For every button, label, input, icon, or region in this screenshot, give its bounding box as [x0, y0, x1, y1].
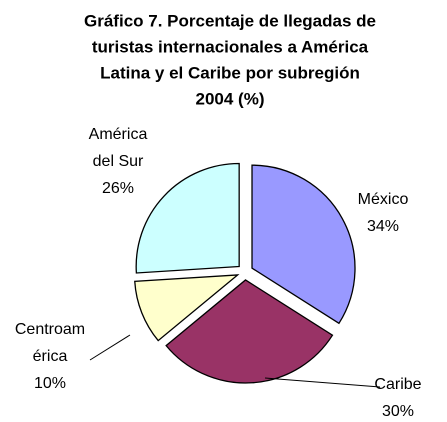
slice-label: Caribe [374, 376, 421, 393]
pie-slice [135, 162, 240, 274]
slice-label: Centroam érica [15, 321, 85, 365]
slice-value-label: 34% [367, 218, 399, 235]
pie-slice [165, 279, 334, 384]
chart-title: Gráfico 7. Porcentaje de llegadas de [84, 11, 376, 30]
slice-label: México [358, 191, 409, 208]
chart-title: turistas internacionales a América [92, 37, 369, 56]
pie-slice [251, 164, 356, 325]
slice-label: América del Sur [89, 126, 148, 170]
slice-value-label: 30% [382, 403, 414, 420]
leader-line [89, 334, 131, 361]
slice-value-label: 26% [102, 180, 134, 197]
chart-title: 2004 (%) [196, 89, 265, 108]
pie-slice [134, 274, 240, 342]
chart-title: Latina y el Caribe por subregión [100, 63, 360, 82]
slice-value-label: 10% [34, 375, 66, 392]
leader-line [264, 377, 381, 388]
